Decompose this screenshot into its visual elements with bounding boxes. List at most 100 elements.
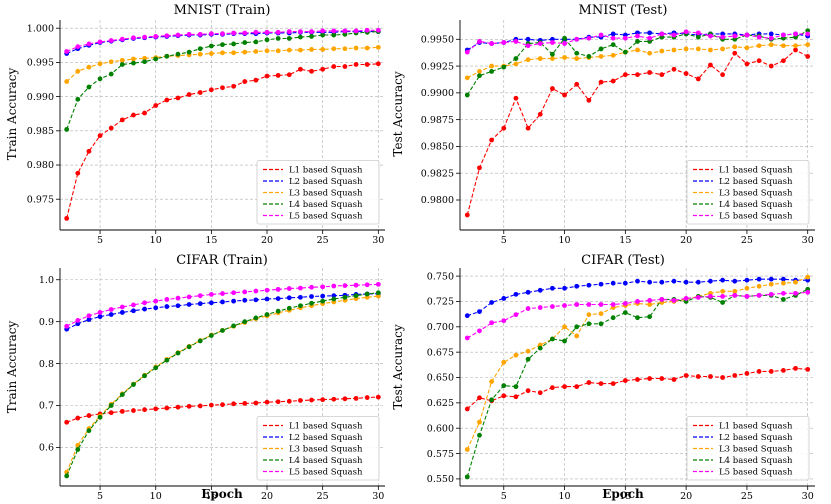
data-point: [598, 79, 604, 85]
data-point: [489, 41, 495, 46]
data-point: [264, 48, 270, 54]
data-point: [695, 34, 701, 40]
data-point: [220, 299, 225, 305]
data-point: [364, 282, 370, 288]
data-point: [720, 72, 726, 78]
data-point: [97, 414, 103, 420]
data-point: [549, 51, 555, 57]
data-point: [164, 297, 170, 302]
data-point: [549, 285, 555, 291]
data-point: [659, 72, 665, 78]
data-point: [683, 373, 689, 378]
data-point: [622, 310, 628, 316]
data-point: [537, 41, 543, 46]
series-line: [66, 46, 379, 83]
y-tick-label: 0.7: [39, 401, 54, 412]
data-point: [86, 84, 92, 90]
data-point: [671, 298, 677, 303]
data-point: [208, 51, 214, 56]
data-point: [732, 33, 738, 39]
data-point: [153, 103, 159, 108]
data-point: [513, 291, 519, 297]
data-point: [477, 419, 482, 425]
legend-label: L3 based Squash: [719, 189, 793, 199]
x-tick-label: 10: [559, 235, 571, 246]
data-point: [119, 310, 125, 315]
data-point: [309, 29, 314, 35]
data-point: [610, 42, 616, 48]
data-point: [780, 280, 786, 286]
data-point: [720, 288, 726, 294]
data-point: [695, 295, 701, 300]
data-point: [659, 376, 665, 381]
data-point: [610, 315, 616, 321]
data-point: [574, 36, 580, 42]
data-point: [242, 49, 248, 55]
data-point: [353, 45, 359, 51]
data-point: [320, 397, 326, 403]
plot-area: 5 10 15 20 25 30 0.550 0.575 0.600 0.625 0.650 0.67…: [427, 268, 815, 502]
data-point: [464, 474, 470, 480]
data-point: [586, 321, 592, 327]
data-point: [622, 301, 628, 306]
data-point: [720, 375, 726, 380]
data-point: [175, 295, 181, 301]
data-point: [97, 39, 103, 45]
data-point: [353, 293, 359, 299]
data-point: [477, 328, 482, 334]
chart-title: CIFAR (Test): [581, 253, 665, 268]
legend-label: L2 based Squash: [289, 177, 363, 187]
data-point: [142, 34, 147, 40]
data-point: [562, 384, 567, 390]
data-point: [537, 56, 543, 61]
data-point: [635, 315, 640, 321]
data-point: [513, 95, 519, 101]
x-axis-label: Epoch: [201, 487, 243, 501]
y-tick-label: 0.990: [27, 92, 54, 103]
subplot-mnist-test: MNIST (Test) Test Accuracy 5 10 15 20 25 30 0.…: [391, 3, 815, 246]
data-point: [683, 46, 689, 52]
data-point: [780, 32, 786, 38]
data-point: [164, 97, 170, 103]
plot-area: 5 10 15 20 25 30 0.6 0.7 0.8 0.9 1.0 L1 based Squas…: [39, 268, 385, 502]
data-point: [513, 61, 519, 67]
data-point: [119, 36, 125, 42]
data-point: [501, 296, 507, 301]
data-point: [220, 50, 225, 56]
data-point: [231, 41, 237, 47]
data-point: [375, 27, 381, 33]
data-point: [635, 299, 640, 304]
data-point: [525, 348, 531, 354]
data-point: [208, 31, 214, 37]
data-point: [375, 281, 381, 287]
data-point: [320, 32, 326, 38]
data-point: [464, 335, 470, 341]
data-point: [153, 406, 159, 412]
y-tick-label: 0.600: [427, 423, 454, 434]
data-point: [562, 41, 567, 46]
data-point: [635, 39, 640, 44]
data-point: [586, 380, 592, 385]
chart-title: MNIST (Train): [174, 3, 271, 18]
data-point: [375, 293, 381, 299]
data-point: [231, 323, 237, 329]
data-point: [264, 73, 270, 79]
data-point: [708, 278, 713, 284]
y-tick-label: 0.985: [27, 126, 54, 137]
y-axis-label: Train Accuracy: [5, 321, 19, 414]
data-point: [331, 283, 337, 289]
data-point: [242, 79, 248, 84]
data-point: [501, 359, 507, 365]
data-point: [622, 378, 628, 383]
y-tick-label: 0.750: [427, 271, 454, 282]
data-point: [375, 394, 381, 400]
data-point: [231, 83, 237, 89]
data-point: [320, 47, 326, 52]
data-point: [780, 368, 786, 373]
y-tick-label: 0.9900: [421, 88, 454, 99]
data-point: [320, 66, 326, 72]
data-point: [220, 85, 225, 91]
data-point: [342, 396, 348, 402]
data-point: [574, 56, 580, 61]
data-point: [208, 292, 214, 297]
